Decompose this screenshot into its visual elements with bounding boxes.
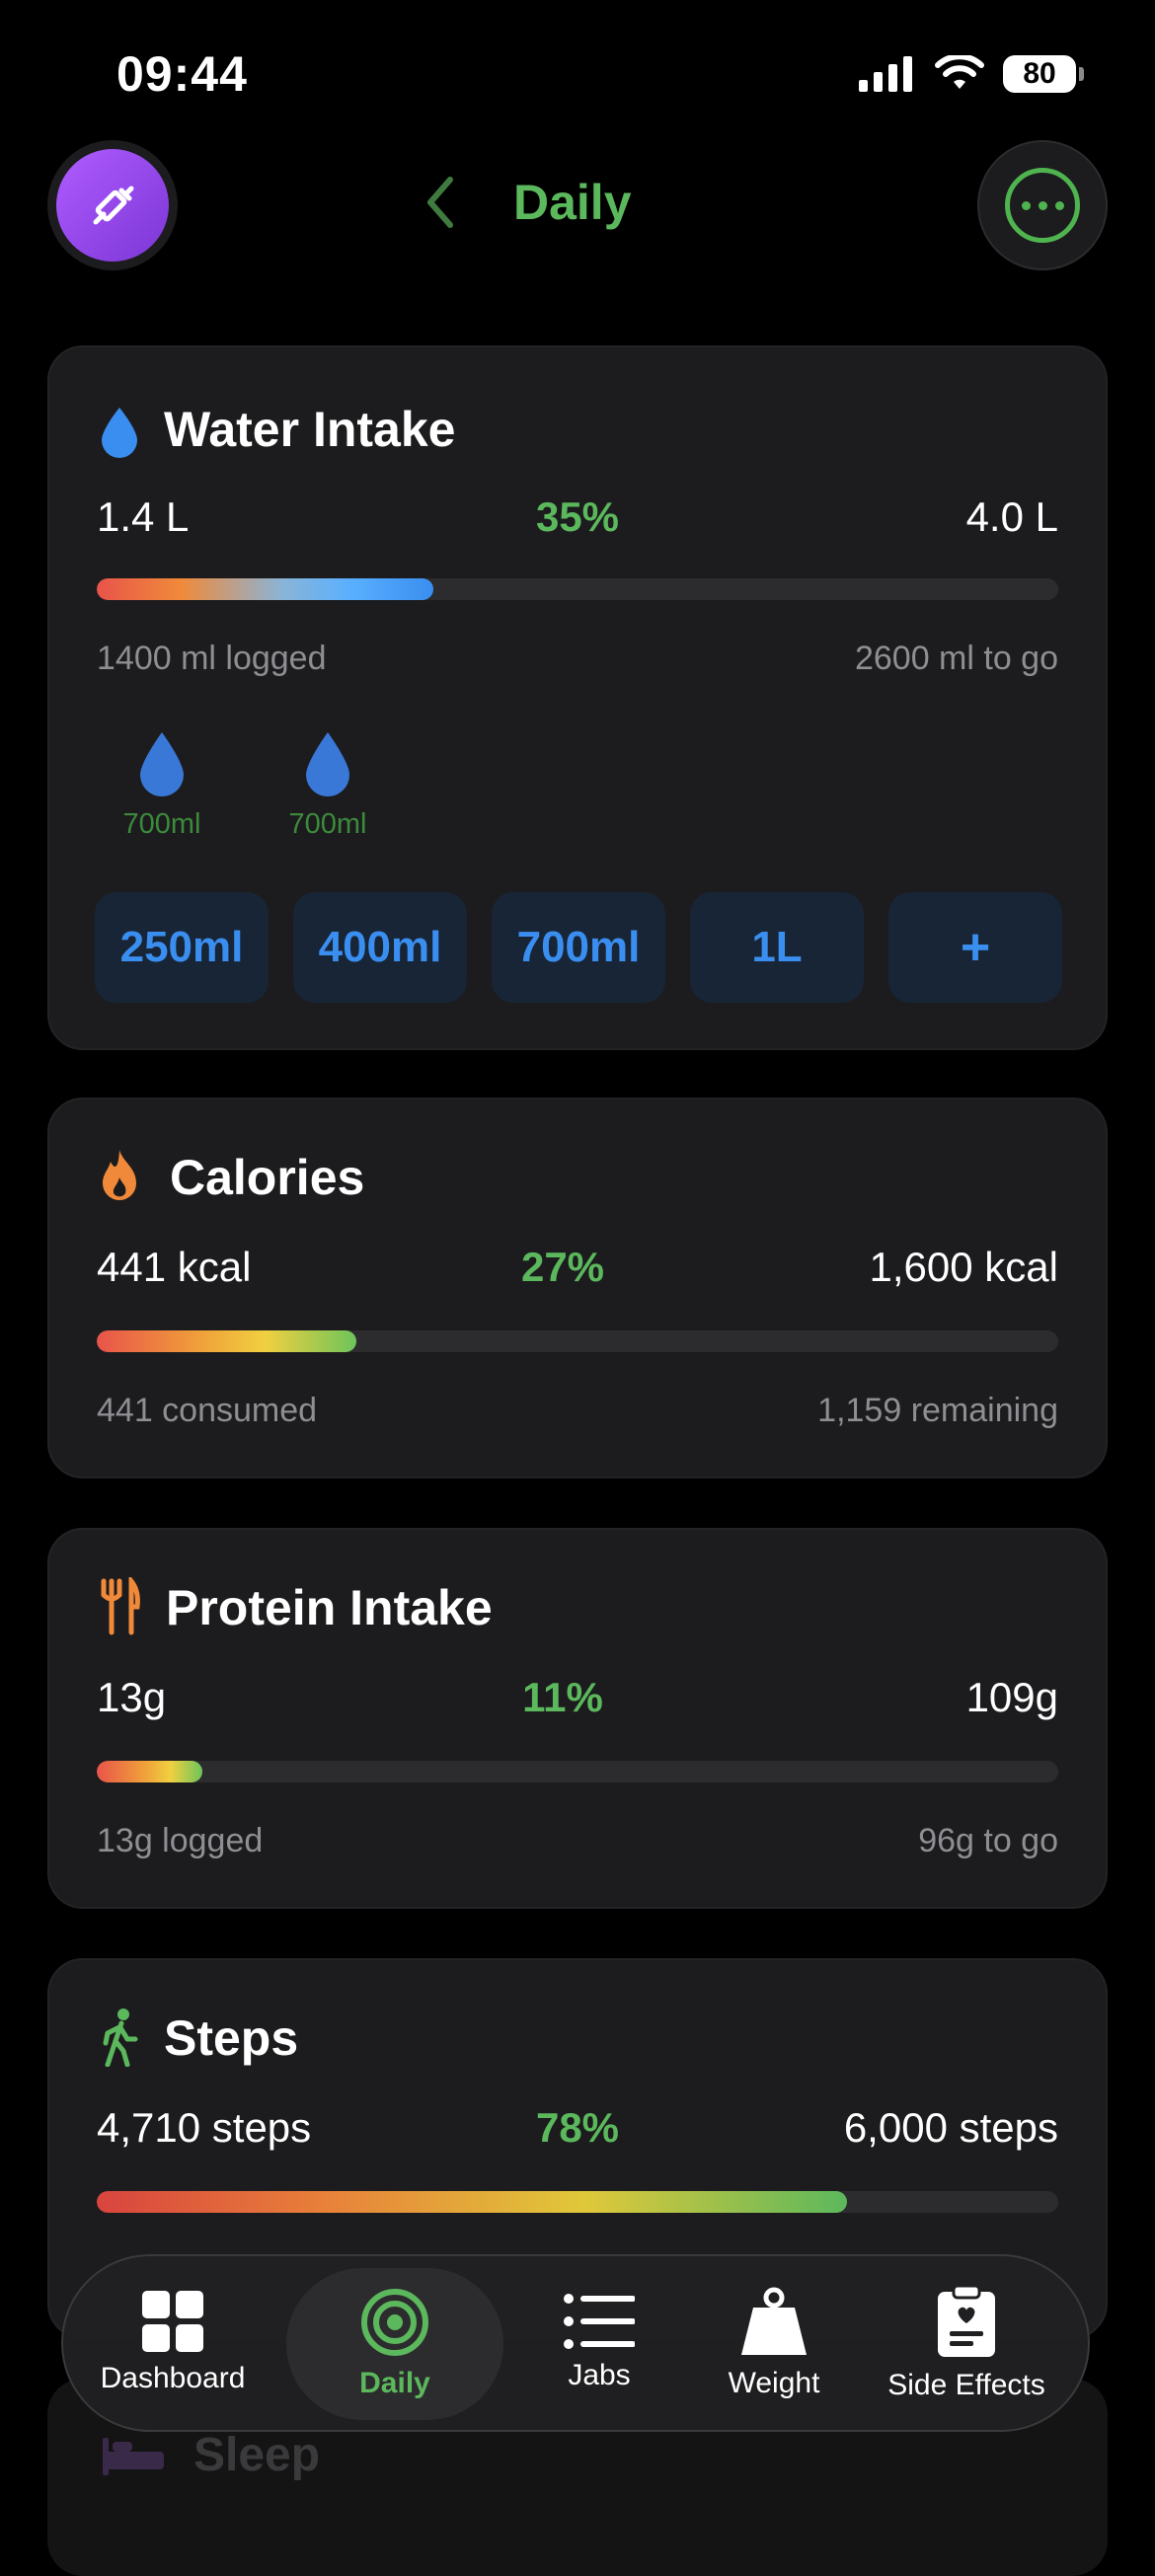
protein-progress-bar <box>97 1761 1058 1782</box>
protein-intake-card: Protein Intake 13g 11% 109g 13g logged 9… <box>47 1528 1108 1909</box>
protein-progress-fill <box>97 1761 203 1782</box>
page-title: Daily <box>513 175 632 230</box>
syringe-icon <box>93 186 134 225</box>
tab-side-effects[interactable]: Side Effects <box>863 2256 1070 2430</box>
chevron-left-icon <box>427 177 453 228</box>
flame-icon <box>95 1147 144 1206</box>
grid-icon <box>142 2291 203 2352</box>
tab-bar: Dashboard Daily Jabs Weight Side Eff <box>61 2254 1090 2432</box>
tab-label: Daily <box>359 2367 430 2399</box>
water-current: 1.4 L <box>97 493 190 540</box>
add-1l-button[interactable]: 1L <box>690 892 864 1003</box>
water-logged: 1400 ml logged <box>97 640 327 677</box>
water-percent: 35% <box>535 493 620 540</box>
calories-card: Calories 441 kcal 27% 1,600 kcal 441 con… <box>47 1098 1108 1478</box>
calories-consumed: 441 consumed <box>97 1392 318 1429</box>
more-options-button[interactable] <box>977 140 1108 270</box>
steps-progress-fill <box>97 2191 847 2213</box>
water-progress-bar <box>97 578 1058 600</box>
calories-title: Calories <box>170 1150 365 1205</box>
add-250ml-button[interactable]: 250ml <box>95 892 269 1003</box>
protein-title: Protein Intake <box>166 1580 493 1635</box>
water-entry-amount: 700ml <box>288 808 367 840</box>
water-intake-card: Water Intake 1.4 L 35% 4.0 L 1400 ml log… <box>47 345 1108 1050</box>
status-bar: 09:44 80 <box>0 0 1155 138</box>
water-entry-amount: 700ml <box>122 808 201 840</box>
calories-summary: 441 kcal 27% 1,600 kcal <box>97 1244 1058 1303</box>
signal-icon <box>859 56 912 92</box>
protein-logged: 13g logged <box>97 1822 264 1859</box>
wifi-icon <box>935 55 984 89</box>
steps-goal: 6,000 steps <box>843 2104 1058 2151</box>
add-400ml-button[interactable]: 400ml <box>293 892 467 1003</box>
water-drop-icon <box>140 732 184 796</box>
steps-progress-bar <box>97 2191 1058 2213</box>
battery-level: 80 <box>1023 57 1056 90</box>
water-entry[interactable]: 700ml <box>278 730 377 841</box>
tab-label: Dashboard <box>100 2362 246 2394</box>
water-drop-icon <box>95 403 144 462</box>
walking-icon <box>95 2008 144 2067</box>
back-button[interactable] <box>424 173 464 232</box>
fork-knife-icon <box>95 1577 144 1636</box>
protein-goal: 109g <box>965 1674 1058 1720</box>
protein-summary: 13g 11% 109g <box>97 1674 1058 1733</box>
calories-current: 441 kcal <box>97 1244 252 1290</box>
tab-label: Weight <box>728 2367 820 2399</box>
battery-icon: 80 <box>1003 55 1084 93</box>
add-custom-button[interactable]: + <box>888 892 1062 1003</box>
steps-percent: 78% <box>535 2104 620 2151</box>
tab-weight[interactable]: Weight <box>687 2256 861 2430</box>
tab-label: Side Effects <box>887 2369 1045 2401</box>
water-entry[interactable]: 700ml <box>113 730 211 841</box>
tab-daily[interactable]: Daily <box>286 2268 503 2420</box>
water-drop-icon <box>306 732 349 796</box>
status-time: 09:44 <box>116 46 248 102</box>
steps-current: 4,710 steps <box>97 2104 312 2151</box>
water-goal: 4.0 L <box>965 493 1058 540</box>
clipboard-heart-icon <box>938 2284 995 2357</box>
tab-jabs[interactable]: Jabs <box>525 2256 673 2430</box>
sleep-title: Sleep <box>193 2429 321 2481</box>
calories-goal: 1,600 kcal <box>869 1244 1058 1290</box>
weight-icon <box>741 2287 807 2355</box>
calories-remaining: 1,159 remaining <box>817 1392 1058 1429</box>
status-icons: 80 <box>859 55 1084 93</box>
add-700ml-button[interactable]: 700ml <box>492 892 665 1003</box>
steps-title: Steps <box>164 2010 299 2066</box>
tab-label: Jabs <box>568 2359 631 2391</box>
water-title: Water Intake <box>164 402 456 457</box>
protein-remaining: 96g to go <box>918 1822 1058 1859</box>
calories-progress-bar <box>97 1330 1058 1352</box>
protein-current: 13g <box>97 1674 167 1720</box>
water-remaining: 2600 ml to go <box>854 640 1058 677</box>
calories-progress-fill <box>97 1330 356 1352</box>
water-summary: 1.4 L 35% 4.0 L <box>97 493 1058 553</box>
tab-dashboard[interactable]: Dashboard <box>83 2256 263 2430</box>
calories-percent: 27% <box>520 1244 605 1290</box>
steps-summary: 4,710 steps 78% 6,000 steps <box>97 2104 1058 2163</box>
protein-percent: 11% <box>522 1674 603 1720</box>
water-progress-fill <box>97 578 433 600</box>
profile-button[interactable] <box>47 140 178 270</box>
bed-icon <box>103 2438 164 2475</box>
more-icon <box>1005 168 1080 243</box>
list-icon <box>564 2294 635 2349</box>
target-icon <box>361 2289 428 2356</box>
